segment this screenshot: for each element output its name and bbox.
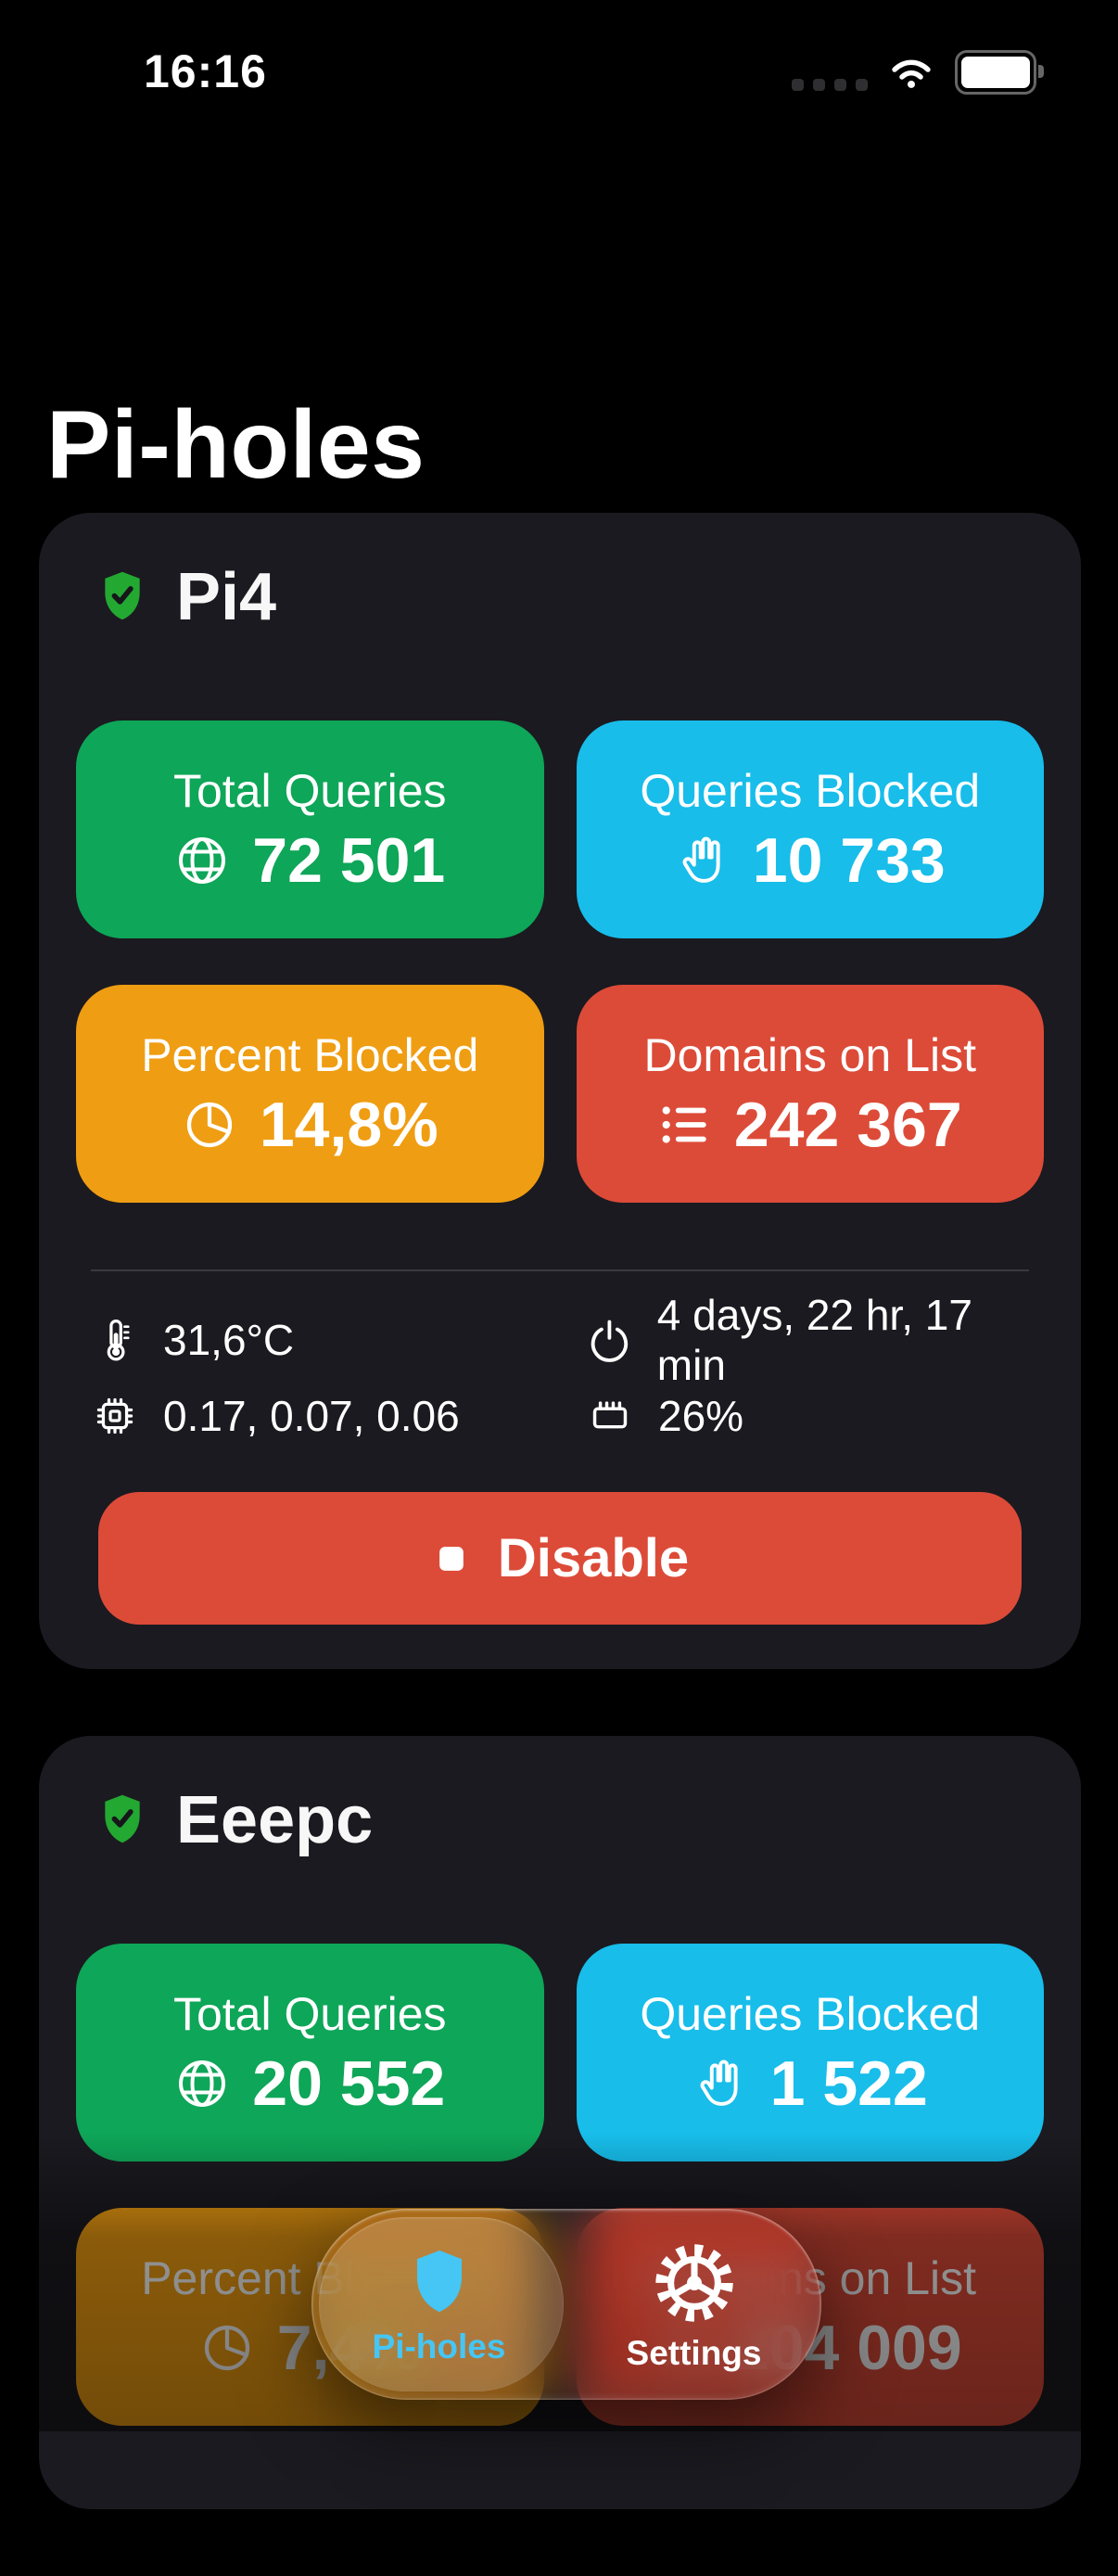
globe-icon (179, 2060, 226, 2107)
tile-label: Total Queries (172, 1987, 447, 2040)
clock: 16:16 (144, 45, 267, 97)
disable-label: Disable (497, 1528, 690, 1588)
card-header: Pi4 (39, 513, 1081, 635)
cpu-icon (96, 1397, 133, 1435)
tile-value: 10 733 (752, 824, 946, 896)
list-icon (662, 1105, 706, 1143)
stat-temperature: 31,6°C (91, 1305, 567, 1375)
battery-full-icon (955, 50, 1044, 95)
tile-value: 1 522 (769, 2047, 928, 2119)
tile-label: Percent Blocked (141, 1028, 479, 1081)
tile-label: Queries Blocked (640, 1987, 981, 2040)
stat-value: 4 days, 22 hr, 17 min (656, 1291, 972, 1389)
tile-value: 72 501 (252, 824, 446, 896)
tab-label: Settings (626, 2333, 762, 2372)
cellular-dots-icon (792, 78, 868, 91)
stat-tile-grid: Total Queries 72 501 Queries Blocked 10 … (76, 721, 1044, 1203)
tile-value: 20 552 (252, 2047, 446, 2119)
shield-check-icon (96, 1792, 148, 1849)
tab-settings[interactable]: Settings (566, 2209, 821, 2400)
tab-pi-holes[interactable]: Pi-holes (311, 2209, 566, 2400)
stat-value: 26% (658, 1392, 744, 1440)
pihole-name: Pi4 (176, 560, 277, 634)
pihole-card-list: Pi4 Total Queries 72 501 Queries Blocked… (39, 513, 1081, 2576)
status-icons (792, 50, 1044, 95)
stop-icon (438, 1546, 464, 1571)
hand-icon (700, 2059, 738, 2106)
page-title: Pi-holes (46, 390, 426, 499)
pie-icon (182, 1097, 237, 1153)
memory-icon (592, 1401, 628, 1429)
thermometer-icon (91, 1316, 139, 1364)
tile-total-queries: Total Queries 20 552 (76, 1944, 544, 2162)
gear-icon (651, 2239, 738, 2327)
system-stats: 31,6°C 4 days, 22 hr, 17 min 0.17, 0.07,… (91, 1291, 1044, 1451)
tile-label: Total Queries (172, 764, 447, 817)
shield-check-icon (96, 568, 148, 626)
status-bar: 16:16 (0, 45, 1118, 104)
pie-icon (199, 2320, 255, 2376)
divider (91, 1269, 1029, 1271)
shield-icon (416, 2250, 462, 2312)
stat-memory-usage: 26% (567, 1381, 1044, 1451)
stat-uptime: 4 days, 22 hr, 17 min (567, 1291, 1044, 1389)
tab-bar: Pi-holes Settings (311, 2209, 821, 2400)
tile-domains-on-list: Domains on List 242 367 (576, 985, 1044, 1203)
hand-icon (682, 836, 720, 883)
tile-label: Domains on List (643, 1028, 977, 1081)
card-header: Eeepc (39, 1736, 1081, 1858)
wifi-icon (886, 51, 936, 94)
pihole-card-pi4[interactable]: Pi4 Total Queries 72 501 Queries Blocked… (39, 513, 1081, 1669)
stat-value: 0.17, 0.07, 0.06 (163, 1392, 460, 1440)
power-icon (591, 1320, 629, 1362)
tile-queries-blocked: Queries Blocked 10 733 (576, 721, 1044, 938)
stat-load-average: 0.17, 0.07, 0.06 (91, 1381, 567, 1451)
tab-label: Pi-holes (372, 2327, 506, 2366)
globe-icon (179, 836, 226, 884)
tile-value: 242 367 (733, 1089, 962, 1160)
tile-value: 14,8% (259, 1089, 438, 1160)
tile-label: Queries Blocked (640, 764, 981, 817)
tile-queries-blocked: Queries Blocked 1 522 (576, 1944, 1044, 2162)
pihole-name: Eeepc (176, 1783, 374, 1857)
tile-percent-blocked: Percent Blocked 14,8% (76, 985, 544, 1203)
disable-button[interactable]: Disable (98, 1492, 1022, 1625)
stat-value: 31,6°C (163, 1316, 295, 1364)
tile-total-queries: Total Queries 72 501 (76, 721, 544, 938)
